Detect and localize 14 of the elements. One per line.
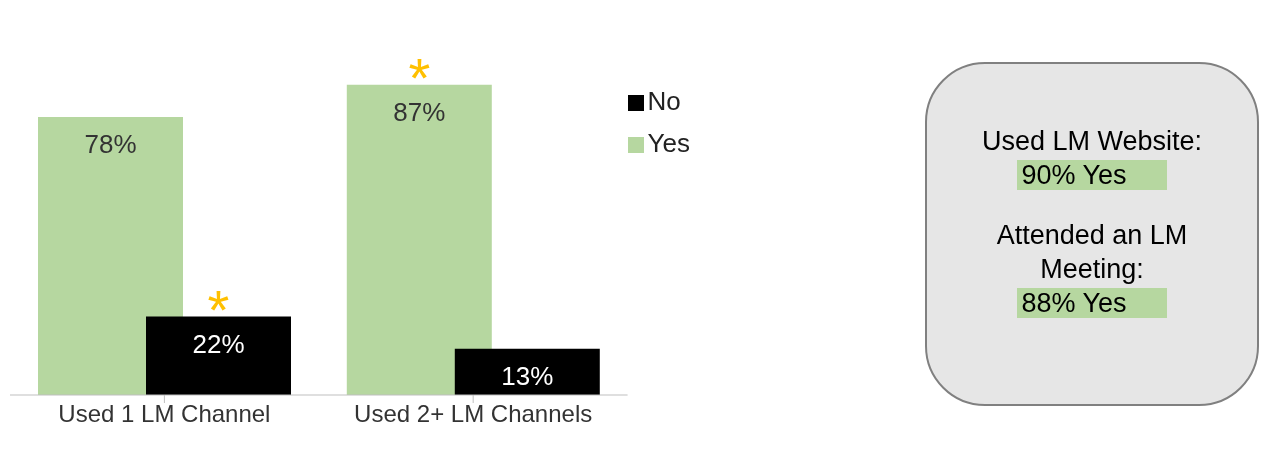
x-tick-label: Used 2+ LM Channels — [354, 400, 593, 428]
text: 88% Yes — [1017, 288, 1167, 318]
text: 90% Yes — [1017, 160, 1167, 190]
bar — [454, 348, 600, 395]
data-label: 13% — [501, 360, 554, 391]
bar — [38, 116, 183, 395]
x-tick-label: Used 1 LM Channel — [58, 400, 271, 428]
bar — [346, 84, 492, 395]
legend-label: Yes — [647, 128, 690, 158]
data-label: 78% — [84, 128, 137, 159]
bar — [146, 316, 291, 395]
text: Used LM Website: — [981, 126, 1203, 156]
legend-label: No — [647, 86, 681, 116]
text: Attended an LM Meeting: — [996, 220, 1188, 284]
